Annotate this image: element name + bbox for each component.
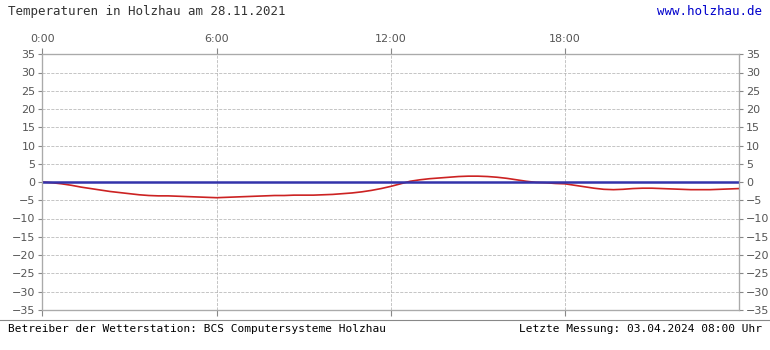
Text: www.holzhau.de: www.holzhau.de	[658, 5, 762, 18]
Text: Temperaturen in Holzhau am 28.11.2021: Temperaturen in Holzhau am 28.11.2021	[8, 5, 285, 18]
Text: Betreiber der Wetterstation: BCS Computersysteme Holzhau: Betreiber der Wetterstation: BCS Compute…	[8, 324, 386, 334]
Text: Letzte Messung: 03.04.2024 08:00 Uhr: Letzte Messung: 03.04.2024 08:00 Uhr	[519, 324, 762, 334]
